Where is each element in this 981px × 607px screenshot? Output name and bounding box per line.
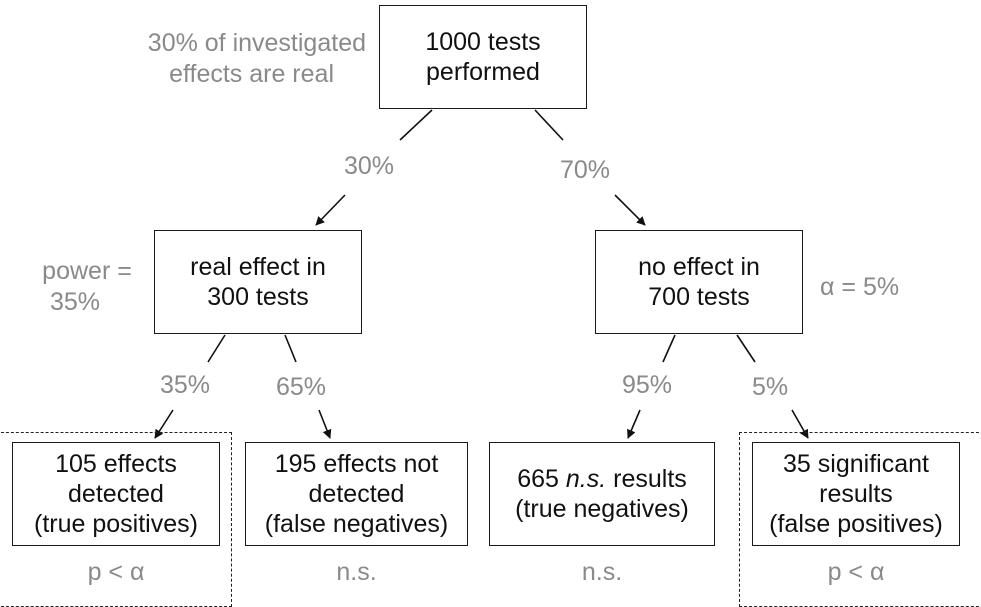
outcome-label-fn: n.s. xyxy=(336,558,377,586)
edge-root-no-upper xyxy=(534,109,564,141)
node-real-line-2: 300 tests xyxy=(207,283,309,311)
power-line-1: power = xyxy=(42,257,132,285)
node-true-positives: 105 effects detected (true positives) xyxy=(12,442,220,546)
node-real-effect: real effect in 300 tests xyxy=(154,230,362,334)
outcome-label-tn: n.s. xyxy=(581,558,623,586)
alpha-annotation: α = 5% xyxy=(820,273,900,301)
prevalence-line-2: effects are real xyxy=(169,60,334,88)
outcome-label-tp: p < α xyxy=(87,558,145,586)
node-real-line-1: real effect in xyxy=(190,253,326,281)
edge-no-tn-upper xyxy=(662,334,676,363)
outcome-label-fp: p < α xyxy=(827,558,885,586)
fn-line-1: 195 effects not xyxy=(274,450,439,478)
edge-label-root-no: 70% xyxy=(560,156,611,184)
edge-label-real-tp: 35% xyxy=(160,371,211,399)
edge-label-no-fp: 5% xyxy=(752,373,789,401)
tn-ns-italic: n.s. xyxy=(565,465,607,493)
tn-line-2: (true negatives) xyxy=(515,495,689,523)
edge-real-tp-lower xyxy=(154,409,174,439)
tn-line-1: 665 n.s. results xyxy=(517,464,687,494)
edge-real-fn-upper xyxy=(284,334,297,363)
fn-line-3: (false negatives) xyxy=(264,510,449,538)
tp-line-3: (true positives) xyxy=(34,510,198,538)
tn-count: 665 xyxy=(517,465,559,493)
prevalence-annotation: 30% of investigated effects are real xyxy=(100,28,366,90)
edge-no-tn-lower xyxy=(627,409,641,439)
tp-line-2: detected xyxy=(68,480,164,508)
fn-line-2: detected xyxy=(308,480,405,508)
fp-line-2: results xyxy=(819,480,893,508)
node-true-negatives: 665 n.s. results (true negatives) xyxy=(489,442,715,546)
edge-root-no-lower xyxy=(614,194,646,226)
tn-results: results xyxy=(613,465,687,493)
power-annotation: power = 35% xyxy=(28,256,146,318)
edge-no-fp-upper xyxy=(736,334,756,363)
edge-real-fn-lower xyxy=(318,409,332,439)
edge-root-real-lower xyxy=(315,194,346,226)
node-no-line-2: 700 tests xyxy=(648,283,750,311)
node-root-line-2: performed xyxy=(426,58,540,86)
node-no-line-1: no effect in xyxy=(638,253,760,281)
tp-line-1: 105 effects xyxy=(55,450,177,478)
node-false-positives: 35 significant results (false positives) xyxy=(752,442,960,546)
fp-line-1: 35 significant xyxy=(783,450,929,478)
prevalence-line-1: 30% of investigated xyxy=(147,29,366,57)
node-no-effect: no effect in 700 tests xyxy=(595,230,803,334)
power-line-2: 35% xyxy=(49,288,101,316)
edge-no-fp-lower xyxy=(791,409,809,439)
edge-label-real-fn: 65% xyxy=(276,373,327,401)
node-root: 1000 tests performed xyxy=(379,5,587,109)
node-root-line-1: 1000 tests xyxy=(425,28,541,56)
edge-real-tp-upper xyxy=(207,334,226,363)
edge-label-root-real: 30% xyxy=(344,152,395,180)
edge-label-no-tn: 95% xyxy=(622,371,673,399)
node-false-negatives: 195 effects not detected (false negative… xyxy=(245,442,468,546)
edge-root-real-upper xyxy=(399,109,433,141)
fp-line-3: (false positives) xyxy=(769,510,943,538)
